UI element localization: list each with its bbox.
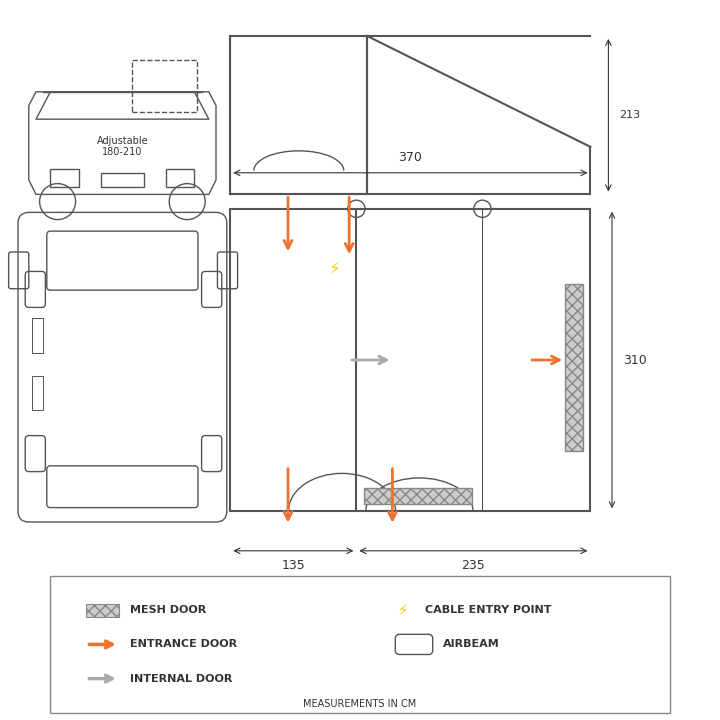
Bar bbox=[230, 36, 367, 194]
Bar bbox=[50, 169, 79, 187]
Text: ENTRANCE DOOR: ENTRANCE DOOR bbox=[130, 639, 237, 649]
Bar bbox=[565, 284, 583, 451]
Text: 310: 310 bbox=[623, 354, 647, 366]
Bar bbox=[364, 488, 472, 504]
Bar bbox=[132, 60, 197, 112]
Bar bbox=[32, 318, 43, 353]
Text: Adjustable
180-210: Adjustable 180-210 bbox=[96, 136, 148, 158]
Text: ⚡: ⚡ bbox=[398, 603, 408, 618]
Bar bbox=[101, 173, 144, 187]
Bar bbox=[32, 376, 43, 410]
Bar bbox=[50, 576, 670, 713]
Bar bbox=[364, 488, 472, 504]
Text: MESH DOOR: MESH DOOR bbox=[130, 606, 206, 615]
Bar bbox=[565, 284, 583, 451]
Bar bbox=[230, 209, 590, 511]
Text: 235: 235 bbox=[462, 559, 485, 572]
Text: MEASUREMENTS IN CM: MEASUREMENTS IN CM bbox=[303, 699, 417, 709]
Text: 135: 135 bbox=[282, 559, 305, 572]
Text: CABLE ENTRY POINT: CABLE ENTRY POINT bbox=[425, 606, 552, 615]
Text: ⚡: ⚡ bbox=[329, 261, 341, 279]
Bar bbox=[86, 603, 119, 616]
Bar bbox=[86, 603, 119, 616]
Text: 213: 213 bbox=[619, 110, 640, 120]
Text: INTERNAL DOOR: INTERNAL DOOR bbox=[130, 674, 232, 683]
Bar bbox=[166, 169, 194, 187]
Text: 370: 370 bbox=[398, 151, 423, 164]
Text: AIRBEAM: AIRBEAM bbox=[443, 639, 500, 649]
